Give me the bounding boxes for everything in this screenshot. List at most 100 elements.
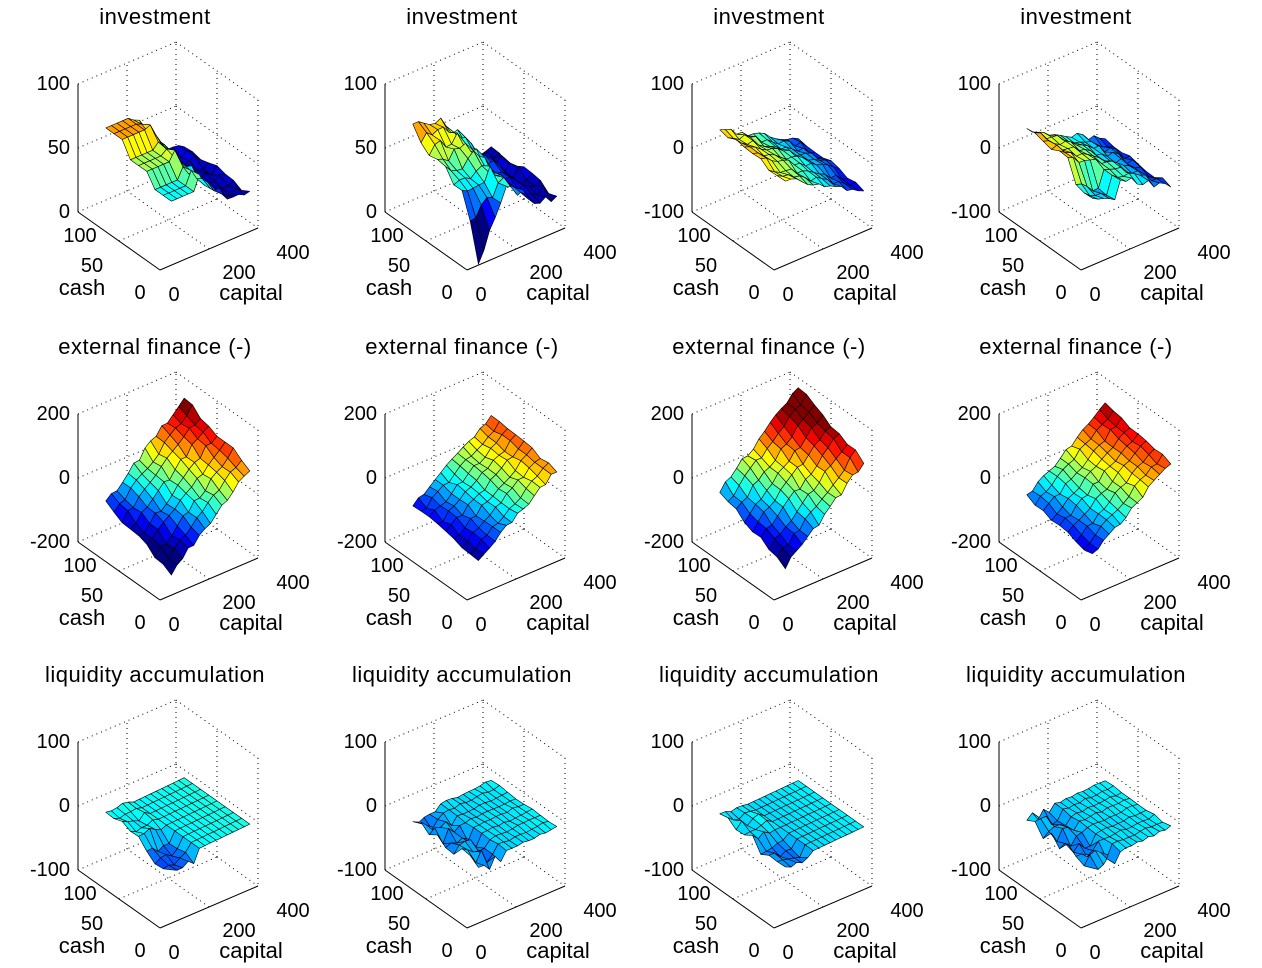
z-tick-label: 0 [980,467,991,489]
cash-tick-label: 0 [1055,282,1066,304]
cash-tick-label: 0 [134,282,145,304]
capital-tick-label: 400 [1197,242,1230,264]
subplot-0-2: investment -100 0 100 100 50 0 cash 0 200 400 capit… [644,4,924,306]
cash-tick-label: 0 [748,282,759,304]
gridline [482,763,566,823]
cash-axis-line [77,541,161,601]
capital-axis-line [159,557,259,601]
gridline [433,848,517,908]
capital-tick-label: 400 [276,900,309,922]
cash-tick-label: 0 [1055,612,1066,634]
z-tick-label: 100 [37,731,70,753]
cash-axis-label: cash [673,933,719,958]
cash-axis-label: cash [59,275,105,300]
subplot-1-1: external finance (-) -200 0 200 100 50 0 cash 0 2… [337,334,617,636]
gridline [126,848,210,908]
gridline [175,371,259,431]
gridline [998,41,1098,85]
capital-tick-label: 200 [529,920,562,942]
capital-tick-label: 200 [1143,262,1176,284]
capital-tick-label: 200 [222,920,255,942]
gridline [740,848,824,908]
capital-tick-label: 200 [529,262,562,284]
z-tick-label: 0 [366,201,377,223]
cash-tick-label: 50 [388,585,410,607]
capital-tick-label: 0 [1089,284,1100,306]
gridline [691,41,791,85]
cash-tick-label: 0 [1055,940,1066,962]
z-tick-label: 200 [651,403,684,425]
capital-axis-line [466,557,566,601]
gridline [998,699,1098,743]
subplot-0-1: investment 0 50 100 100 50 0 cash 0 200 400 capital [344,4,617,306]
subplot-2-1: liquidity accumulation -100 0 100 100 50 0 cash… [337,662,617,964]
cash-tick-label: 50 [1002,913,1024,935]
surface-mesh [1026,402,1172,554]
capital-tick-label: 200 [1143,592,1176,614]
subplot-title: external finance (-) [672,334,865,359]
cash-axis-label: cash [366,605,412,630]
cash-axis-label: cash [59,933,105,958]
cash-tick-label: 50 [388,913,410,935]
cash-tick-label: 100 [677,225,710,247]
surface-cell [1156,454,1172,469]
capital-tick-label: 0 [168,284,179,306]
cash-tick-label: 50 [388,255,410,277]
cash-tick-label: 100 [984,883,1017,905]
surface-cell [235,460,251,477]
z-tick-label: 0 [59,795,70,817]
capital-tick-label: 400 [1197,900,1230,922]
z-tick-label: 0 [673,467,684,489]
cash-tick-label: 100 [63,555,96,577]
z-tick-label: 100 [344,73,377,95]
gridline [482,105,566,165]
subplot-0-3: investment -100 0 100 100 50 0 cash 0 200 400 capit… [951,4,1231,306]
capital-tick-label: 400 [583,242,616,264]
capital-tick-label: 200 [836,592,869,614]
gridline [691,371,791,415]
subplot-title: external finance (-) [58,334,251,359]
capital-axis-label: capital [1140,938,1204,963]
cash-axis-label: cash [980,933,1026,958]
surface-mesh [412,780,558,870]
subplot-title: liquidity accumulation [352,662,572,687]
capital-axis-label: capital [219,280,283,305]
cash-tick-label: 50 [695,255,717,277]
capital-tick-label: 400 [1197,572,1230,594]
surface-cell [542,821,558,830]
capital-tick-label: 0 [782,614,793,636]
capital-axis-line [1080,885,1180,929]
subplot-title: investment [1020,4,1131,29]
cash-tick-label: 50 [1002,255,1024,277]
z-tick-label: -100 [951,859,991,881]
capital-tick-label: 400 [890,242,923,264]
capital-tick-label: 400 [890,572,923,594]
subplot-1-0: external finance (-) -200 0 200 100 50 0 cash 0 2… [30,334,310,636]
gridline [1047,848,1131,908]
z-tick-label: -100 [644,201,684,223]
capital-axis-label: capital [219,610,283,635]
z-tick-label: 100 [958,73,991,95]
cash-axis-label: cash [673,605,719,630]
capital-tick-label: 200 [836,920,869,942]
capital-axis-label: capital [526,280,590,305]
capital-axis-line [159,885,259,929]
capital-tick-label: 0 [168,942,179,964]
capital-tick-label: 0 [782,284,793,306]
gridline [691,699,791,743]
z-tick-label: -200 [337,531,377,553]
gridline [1096,371,1180,431]
z-tick-label: 100 [958,731,991,753]
capital-tick-label: 400 [583,572,616,594]
z-tick-label: 100 [651,73,684,95]
cash-tick-label: 0 [441,612,452,634]
cash-tick-label: 0 [134,612,145,634]
cash-axis-line [998,869,1082,929]
z-tick-label: 0 [673,795,684,817]
subplot-0-0: investment 0 50 100 100 50 0 cash 0 200 400 capital [37,4,310,306]
surface-cell [1156,821,1172,831]
capital-axis-label: capital [1140,280,1204,305]
capital-axis-line [466,227,566,271]
surface-mesh [105,397,251,576]
